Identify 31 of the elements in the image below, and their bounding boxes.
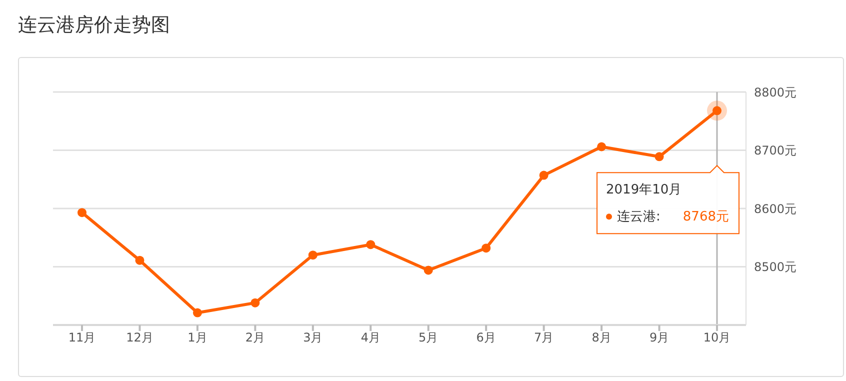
point bbox=[250, 298, 260, 308]
point bbox=[424, 266, 433, 275]
legend-label: 连云港: bbox=[617, 210, 660, 225]
x-tick-label: 5月 bbox=[418, 330, 438, 345]
point bbox=[482, 244, 491, 253]
x-tick-label: 3月 bbox=[303, 330, 323, 345]
x-tick-label: 6月 bbox=[476, 330, 496, 345]
point bbox=[366, 240, 376, 250]
point bbox=[308, 250, 318, 260]
point bbox=[539, 170, 548, 180]
point bbox=[654, 152, 664, 162]
point bbox=[78, 208, 86, 218]
y-tick-label: 8800元 bbox=[754, 85, 797, 100]
x-tick-label: 4月 bbox=[360, 330, 380, 345]
annotation: 8768元 bbox=[682, 210, 729, 225]
x-tick-label: 7月 bbox=[534, 330, 554, 345]
x-tick-label: 10月 bbox=[703, 330, 731, 345]
annotation: 2019年10月 bbox=[606, 182, 682, 198]
y-tick-label: 8600元 bbox=[754, 202, 797, 216]
x-tick-label: 11月 bbox=[68, 330, 96, 345]
x-tick-label: 12月 bbox=[126, 330, 154, 345]
point bbox=[192, 308, 202, 318]
y-tick-label: 8500元 bbox=[754, 260, 797, 274]
point bbox=[135, 256, 144, 265]
point bbox=[597, 142, 606, 152]
x-tick-label: 9月 bbox=[649, 330, 670, 345]
chart-title: 连云港房价走势图 bbox=[18, 13, 170, 38]
x-tick-label: 1月 bbox=[188, 330, 208, 345]
x-tick-label: 2月 bbox=[245, 330, 265, 345]
y-tick-label: 8700元 bbox=[754, 144, 797, 158]
x-tick-label: 8月 bbox=[592, 330, 612, 345]
